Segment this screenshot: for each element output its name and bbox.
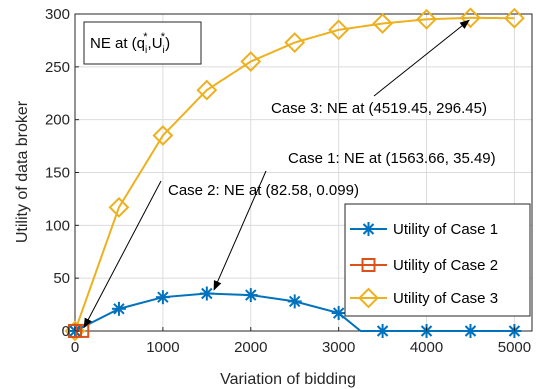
x-tick-label: 0 (71, 339, 79, 356)
x-tick-label: 3000 (322, 339, 355, 356)
data-point (463, 324, 478, 338)
legend-marker (361, 222, 376, 236)
legend-item-3: Utility of Case 3 (350, 287, 498, 309)
data-point (460, 7, 481, 29)
data-point (287, 294, 302, 309)
ne-info-box: NE at (qi*,Ui*) (83, 21, 202, 65)
data-point (111, 301, 126, 316)
data-point (504, 7, 525, 29)
y-tick-label: 200 (45, 112, 70, 129)
y-tick-label: 50 (53, 270, 70, 287)
legend-item-1: Utility of Case 1 (350, 221, 498, 238)
y-tick-label: 0 (62, 323, 70, 340)
series-3 (64, 7, 525, 342)
ne-box-frame (83, 21, 202, 65)
annotation-arrow (83, 180, 162, 329)
data-point (199, 286, 214, 301)
data-point (240, 51, 262, 72)
data-point (152, 125, 174, 146)
data-point (416, 8, 437, 30)
annotation-2: Case 1: NE at (1563.66, 35.49) (213, 150, 496, 291)
data-point (108, 196, 130, 218)
ne-box-text: NE at (qi*,Ui*) (90, 31, 170, 56)
y-axis-label: Utility of data broker (14, 100, 31, 243)
data-point (284, 32, 306, 53)
x-tick-label: 4000 (410, 339, 443, 356)
annotation-3: Case 2: NE at (82.58, 0.099) (83, 180, 359, 329)
annotation-text: Case 2: NE at (82.58, 0.099) (168, 182, 359, 199)
data-point (375, 324, 390, 338)
x-tick-label: 5000 (498, 339, 531, 356)
annotations: Case 3: NE at (4519.45, 296.45) Case 1: N… (83, 19, 496, 329)
x-tick-label: 2000 (234, 339, 267, 356)
y-tick-label: 250 (45, 59, 70, 76)
legend-marker (361, 258, 376, 272)
annotation-text: Case 3: NE at (4519.45, 296.45) (271, 100, 487, 117)
annotation-arrow (213, 170, 267, 291)
legend-label: Utility of Case 2 (393, 257, 498, 274)
data-point (372, 13, 394, 34)
series-layer (64, 7, 525, 342)
annotation-text: Case 1: NE at (1563.66, 35.49) (288, 150, 496, 167)
annotation-arrow (373, 19, 470, 97)
legend-item-2: Utility of Case 2 (350, 257, 498, 274)
y-tick-label: 150 (45, 165, 70, 182)
series-line (74, 292, 515, 332)
series-line (74, 16, 515, 332)
axis-ticks: 0 1000 2000 3000 4000 5000 0 50 100 150 200 250 300 (45, 6, 531, 356)
x-tick-label: 1000 (146, 339, 179, 356)
legend-label: Utility of Case 3 (393, 290, 498, 307)
data-point (243, 288, 258, 303)
series-1 (68, 286, 522, 338)
x-axis-label: Variation of bidding (220, 371, 356, 388)
legend: Utility of Case 1 Utility of Case 2 Utilit… (344, 203, 531, 317)
data-point (155, 290, 170, 305)
data-point (328, 19, 350, 41)
data-point (331, 306, 346, 321)
data-point (196, 79, 218, 101)
y-tick-label: 300 (45, 6, 70, 23)
annotation-1: Case 3: NE at (4519.45, 296.45) (271, 19, 487, 117)
legend-marker (358, 287, 379, 309)
data-point (68, 324, 82, 338)
y-tick-label: 100 (45, 217, 70, 234)
legend-label: Utility of Case 1 (393, 221, 498, 238)
